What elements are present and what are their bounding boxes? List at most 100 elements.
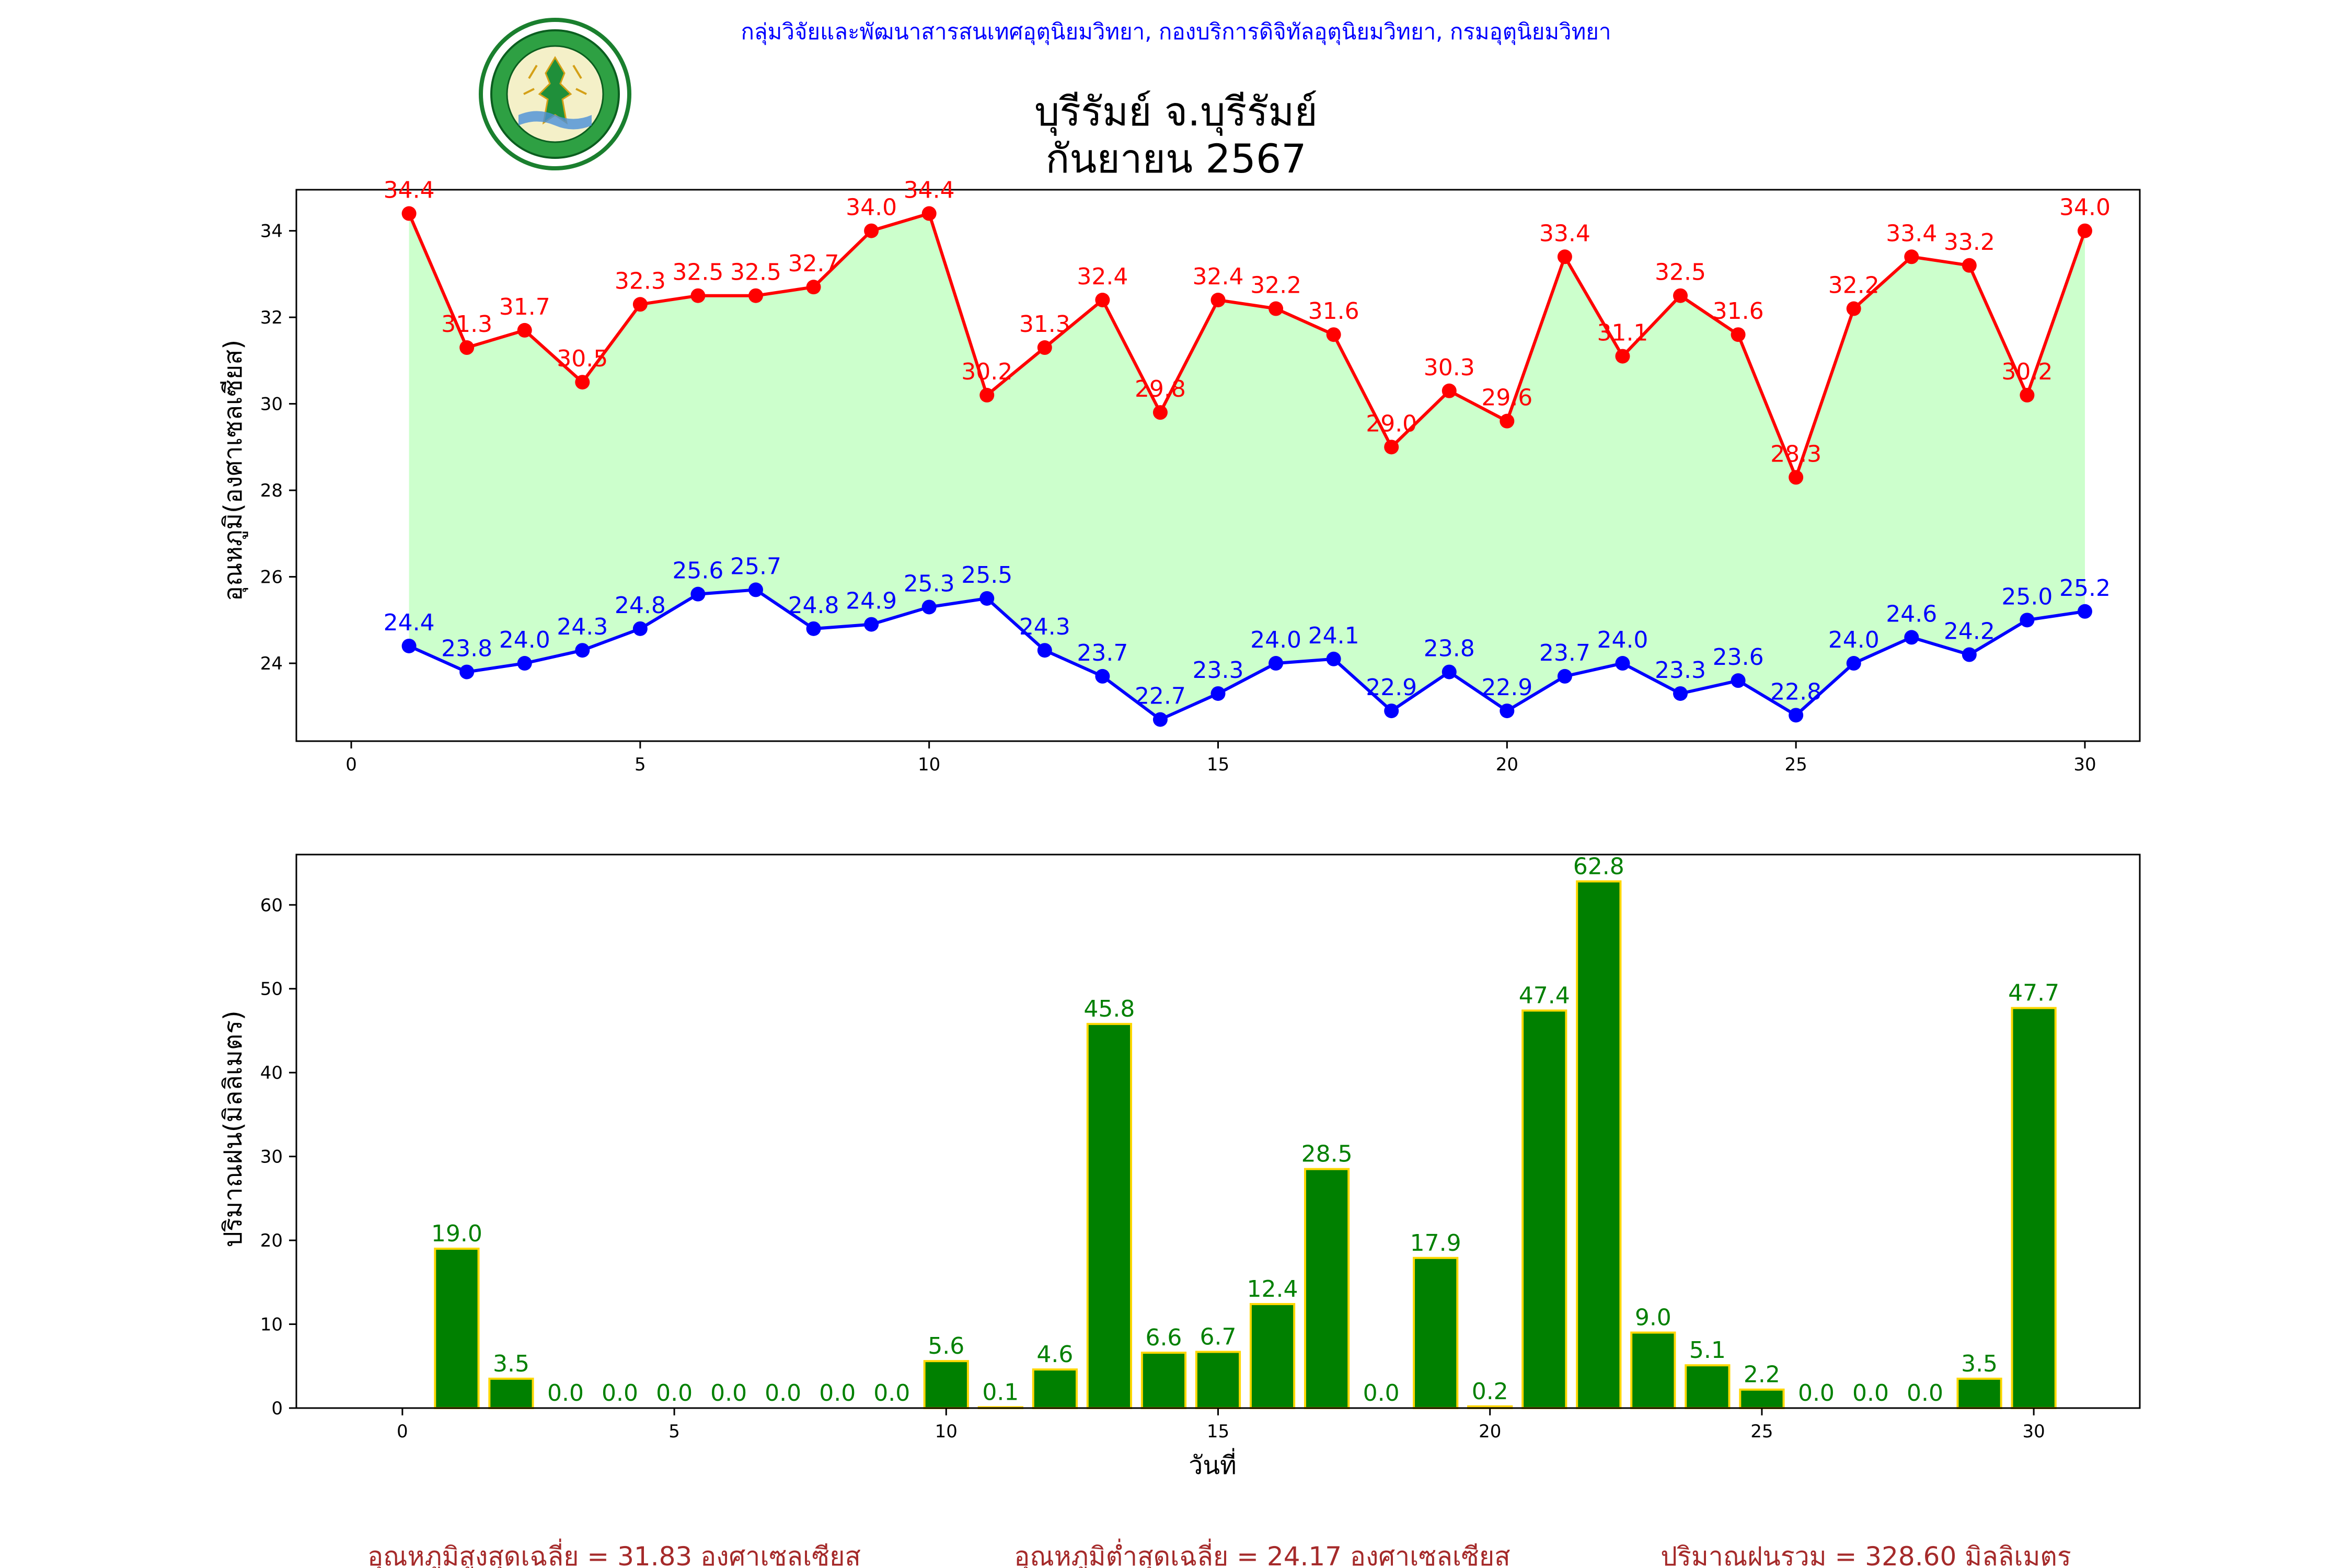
min-temperature-label: 25.7 [730,553,781,580]
max-temperature-point [921,206,937,221]
min-temperature-point [401,638,417,653]
temperature-range-fill [409,213,2085,720]
min-temperature-label: 24.3 [1019,614,1070,640]
min-temperature-point [1789,708,1804,723]
temperature-y-tick-label: 26 [260,567,283,588]
min-temperature-label: 22.9 [1366,674,1417,701]
rainfall-x-tick-label: 5 [668,1421,680,1442]
max-temperature-label: 34.4 [384,177,435,204]
rainfall-value-label: 0.0 [1363,1380,1400,1406]
max-temperature-point [1210,293,1226,307]
min-temperature-point [1557,668,1572,684]
max-temperature-point [864,223,879,238]
rainfall-y-tick-label: 40 [260,1063,283,1083]
rainfall-y-tick-label: 50 [260,979,283,1000]
rainfall-value-label: 47.4 [1519,982,1570,1009]
min-temperature-point [1846,656,1861,671]
max-temperature-point [1962,258,1977,273]
rainfall-bar [1630,1331,1676,1409]
min-temperature-point [575,643,590,658]
max-temperature-point [2020,388,2035,403]
min-temperature-point [1673,686,1688,701]
min-temperature-label: 25.5 [961,562,1012,589]
rainfall-y-tick-label: 30 [260,1147,283,1168]
rainfall-bar [2011,1007,2057,1409]
rainfall-bar [1576,880,1622,1409]
max-temperature-point [1095,293,1110,307]
max-temperature-point [2077,223,2092,238]
temperature-y-axis-label: อุณหภูมิ(องศาเซลเซียส) [218,340,248,601]
min-temperature-label: 24.8 [615,592,666,619]
min-temperature-point [1962,647,1977,662]
min-temperature-point [1731,673,1746,688]
rainfall-bar [1739,1388,1785,1409]
temperature-x-tick-label: 30 [2073,754,2096,775]
min-temperature-point [1152,712,1168,727]
temperature-y-tick-label: 32 [260,307,283,328]
rainfall-value-label: 0.1 [982,1379,1019,1405]
rainfall-bar [923,1360,969,1410]
max-temperature-point [1673,288,1688,303]
min-temperature-point [1442,664,1457,679]
rainfall-bar [1195,1351,1241,1409]
rainfall-y-axis-label: ปริมาณฝน(มิลลิเมตร) [218,1010,248,1247]
min-temperature-point [1210,686,1226,701]
max-temperature-point [748,288,763,303]
rainfall-value-label: 0.0 [1852,1380,1889,1406]
min-temperature-label: 23.7 [1077,640,1128,666]
min-temperature-point [864,617,879,632]
rainfall-value-label: 4.6 [1036,1341,1073,1368]
min-temperature-label: 24.3 [557,614,608,640]
rainfall-value-label: 5.1 [1689,1337,1726,1364]
max-temperature-label: 32.2 [1828,272,1880,299]
rainfall-value-label: 62.8 [1573,853,1624,880]
rainfall-value-label: 3.5 [1961,1351,1998,1377]
rainfall-value-label: 45.8 [1083,996,1135,1022]
temperature-range-area [409,213,2085,720]
rainfall-value-label: 19.0 [431,1220,482,1247]
max-temperature-label: 33.4 [1539,220,1590,247]
min-temperature-point [748,582,763,597]
rainfall-value-label: 6.6 [1145,1324,1182,1351]
max-temperature-point [1904,249,1919,264]
min-temperature-label: 23.6 [1713,644,1764,671]
max-temperature-label: 31.1 [1597,320,1648,347]
max-temperature-point [1846,301,1861,316]
rainfall-x-tick-label: 15 [1207,1421,1229,1442]
max-temperature-point [1384,440,1399,455]
rainfall-x-tick-label: 30 [2022,1421,2045,1442]
temperature-x-tick-label: 15 [1207,754,1229,775]
rainfall-y-tick-label: 20 [260,1230,283,1251]
max-temperature-point [517,322,532,338]
min-temperature-label: 25.0 [2001,583,2053,610]
max-temperature-label: 32.4 [1193,263,1244,290]
temperature-y-tick-label: 30 [260,394,283,415]
rainfall-value-label: 9.0 [1635,1305,1671,1331]
temperature-x-tick-label: 0 [345,754,357,775]
rainfall-bar [1032,1368,1078,1410]
rainfall-value-label: 5.6 [928,1333,964,1359]
max-temperature-point [979,388,995,403]
min-temperature-point [459,664,475,679]
min-temperature-point [1904,630,1919,645]
max-temperature-label: 34.0 [846,194,897,221]
rainfall-bar [488,1377,534,1409]
max-temperature-point [1152,405,1168,420]
rainfall-x-tick-label: 25 [1750,1421,1773,1442]
rainfall-bar [434,1248,480,1410]
rainfall-bar [1413,1256,1459,1409]
rainfall-bar [1249,1303,1296,1410]
temperature-x-tick-label: 20 [1496,754,1518,775]
min-temperature-point [517,656,532,671]
rainfall-value-label: 0.0 [1907,1380,1943,1406]
rainfall-value-label: 0.0 [819,1380,856,1406]
min-temperature-label: 25.3 [904,570,955,597]
min-temperature-point [806,621,821,636]
temperature-x-tick-label: 5 [635,754,646,775]
chart-title: บุรีรัมย์ จ.บุรีรัมย์ [1034,88,1318,136]
max-temperature-point [1037,340,1052,355]
max-temperature-point [690,288,706,303]
max-temperature-label: 29.8 [1135,376,1186,402]
rainfall-value-label: 0.0 [602,1380,638,1406]
